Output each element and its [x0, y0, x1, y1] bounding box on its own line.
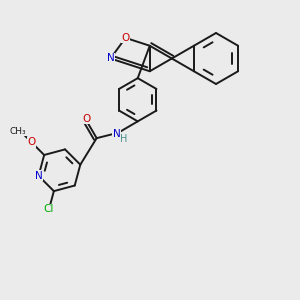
Text: O: O — [122, 33, 130, 43]
Text: N: N — [106, 53, 114, 64]
Text: H: H — [120, 134, 127, 144]
Text: Cl: Cl — [44, 204, 54, 214]
Text: N: N — [113, 129, 121, 139]
Text: O: O — [27, 137, 36, 147]
Text: CH₃: CH₃ — [10, 127, 27, 136]
Text: N: N — [35, 171, 43, 181]
Text: O: O — [82, 114, 90, 124]
